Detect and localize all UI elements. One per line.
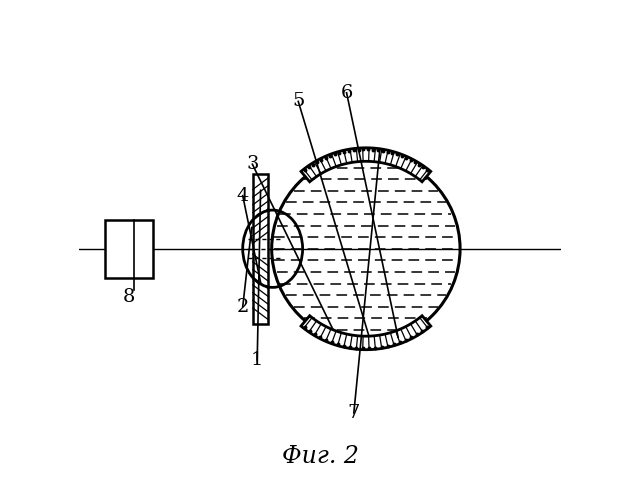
Bar [105, 220, 154, 278]
Polygon shape [301, 316, 431, 350]
Text: 4: 4 [237, 186, 249, 205]
Text: 7: 7 [348, 404, 360, 422]
Polygon shape [301, 148, 431, 182]
Text: 2: 2 [237, 298, 249, 316]
Text: 1: 1 [251, 351, 264, 369]
Text: 6: 6 [340, 84, 353, 102]
Text: Фиг. 2: Фиг. 2 [282, 445, 358, 468]
Text: 8: 8 [123, 288, 136, 306]
Text: 5: 5 [292, 92, 305, 111]
Text: 3: 3 [246, 155, 259, 173]
Bar [253, 174, 268, 324]
